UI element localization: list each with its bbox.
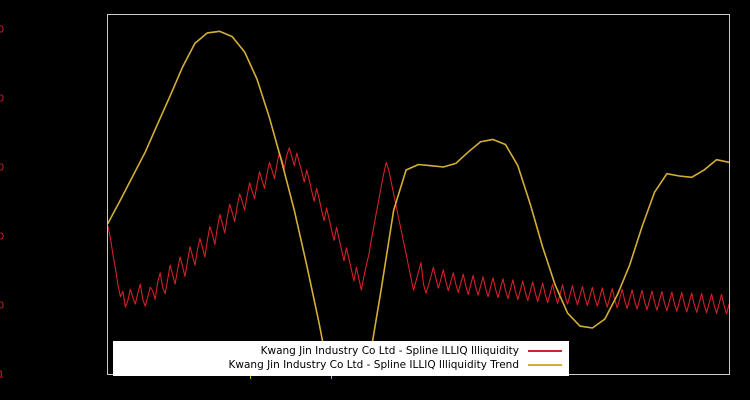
legend-entry-1[interactable]: Kwang Jin Industry Co Ltd - Spline ILLIQ… [114, 358, 568, 372]
y-axis-tick-label: 100000000 [0, 93, 4, 105]
y-axis-tick-label: 1 [0, 369, 4, 381]
y-axis-tick-label: 1000000 [0, 162, 4, 174]
legend-entry-0[interactable]: Kwang Jin Industry Co Ltd - Spline ILLIQ… [114, 344, 568, 358]
chart-legend: Kwang Jin Industry Co Ltd - Spline ILLIQ… [113, 341, 569, 376]
legend-label-0: Kwang Jin Industry Co Ltd - Spline ILLIQ… [260, 344, 519, 357]
y-axis-tick-label: 100 [0, 300, 4, 312]
series-line-0 [108, 148, 729, 314]
series-group [108, 31, 729, 374]
plot-svg [108, 15, 729, 374]
legend-swatch-illiquidity [528, 350, 562, 352]
legend-swatch-illiquidity-trend [528, 364, 562, 366]
legend-label-1: Kwang Jin Industry Co Ltd - Spline ILLIQ… [228, 358, 519, 371]
x-axis-tick-mark [250, 375, 252, 379]
y-axis-tick-label: 10000000000 [0, 24, 4, 36]
series-line-1 [108, 31, 729, 374]
x-axis-tick-mark [331, 375, 333, 379]
plot-area [107, 14, 730, 375]
x-axis-tick-marks [107, 375, 730, 395]
